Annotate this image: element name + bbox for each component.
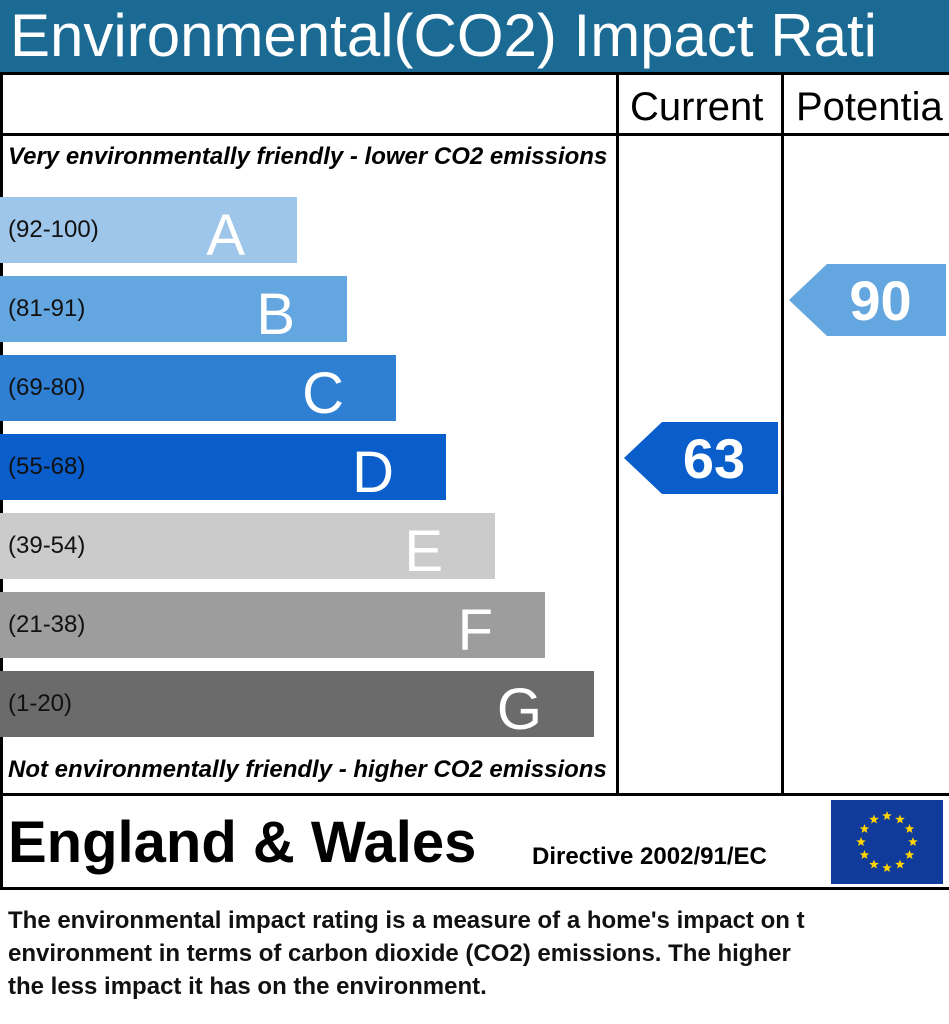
eu-flag-icon — [831, 800, 943, 884]
band-letter: D — [352, 440, 394, 505]
band-letter: C — [302, 361, 344, 426]
eu-star — [859, 824, 870, 833]
eu-star — [856, 837, 866, 846]
band-range: (69-80) — [8, 374, 86, 401]
title-bar: Environmental(CO2) Impact Rati — [0, 0, 949, 72]
band-range: (92-100) — [8, 216, 99, 243]
band-letter: B — [256, 282, 295, 347]
footer-divider — [0, 793, 949, 796]
band-e: (39-54) E — [0, 513, 495, 584]
band-range: (21-38) — [8, 611, 86, 638]
description-text: The environmental impact rating is a mea… — [8, 904, 949, 1003]
current-rating-arrow — [624, 422, 778, 494]
page-title: Environmental(CO2) Impact Rati — [10, 2, 877, 69]
description-line: environment in terms of carbon dioxide (… — [8, 940, 791, 967]
band-d: (55-68) D — [0, 434, 446, 505]
eu-star — [904, 824, 915, 833]
band-a: (92-100) A — [0, 197, 297, 268]
band-f: (21-38) F — [0, 592, 545, 663]
eu-star — [904, 850, 915, 859]
description-line: The environmental impact rating is a mea… — [8, 907, 805, 934]
directive-label: Directive 2002/91/EC — [532, 843, 767, 870]
band-letter: E — [404, 519, 443, 584]
eu-star — [882, 863, 892, 872]
band-range: (81-91) — [8, 295, 86, 322]
region-label: England & Wales — [8, 810, 477, 875]
current-column-header: Current — [630, 85, 764, 129]
band-range: (55-68) — [8, 453, 86, 480]
eu-star — [895, 814, 905, 824]
potential-rating-value: 90 — [849, 269, 911, 332]
band-letter: A — [206, 203, 245, 268]
frame-top — [0, 72, 949, 75]
top-note: Very environmentally friendly - lower CO… — [8, 143, 608, 170]
rating-arrows: 63 90 — [624, 264, 946, 494]
band-letter: F — [457, 598, 493, 663]
potential-rating-arrow — [789, 264, 946, 336]
band-c: (69-80) C — [0, 355, 396, 426]
eu-star — [869, 859, 879, 869]
band-range: (39-54) — [8, 532, 86, 559]
eu-star — [895, 859, 905, 869]
description-line: the less impact it has on the environmen… — [8, 973, 487, 1000]
eu-star — [908, 837, 918, 846]
current-col-divider — [616, 72, 619, 794]
band-letter: G — [496, 677, 542, 742]
eu-star — [859, 850, 870, 859]
band-g: (1-20) G — [0, 671, 594, 742]
header-divider — [0, 133, 949, 136]
current-rating-value: 63 — [683, 427, 745, 490]
eu-star — [869, 814, 879, 824]
band-range: (1-20) — [8, 690, 73, 717]
frame-bottom — [0, 887, 949, 890]
rating-bands: (92-100) A (81-91) B (69-80) C (55-68) D (39-54)… — [0, 197, 594, 742]
band-b: (81-91) B — [0, 276, 347, 347]
bottom-note: Not environmentally friendly - higher CO… — [8, 756, 607, 783]
potential-col-divider — [781, 72, 784, 794]
potential-column-header: Potentia — [796, 85, 943, 129]
eu-star — [882, 811, 892, 820]
